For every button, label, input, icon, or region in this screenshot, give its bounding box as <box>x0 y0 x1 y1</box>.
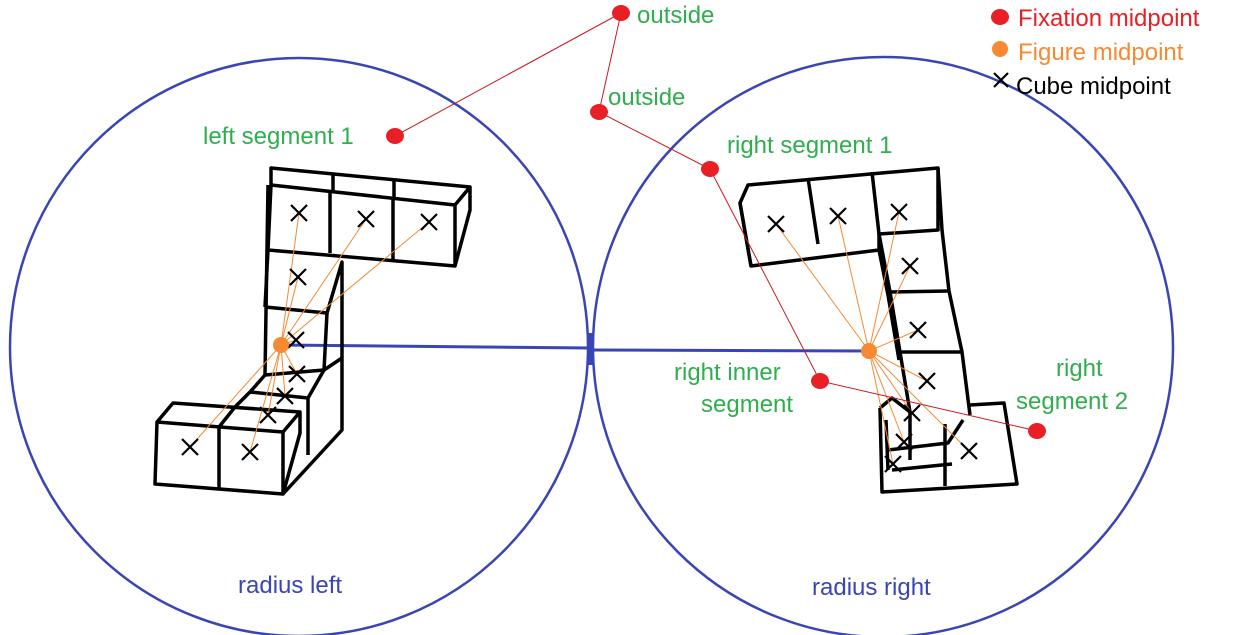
cube-midpoint-marker <box>901 257 919 275</box>
cube-midpoint-marker <box>884 455 902 473</box>
cube-midpoint-marker <box>829 207 847 225</box>
cube-midpoint-marker <box>259 406 277 424</box>
cube-midpoint-marker <box>903 404 921 422</box>
left-radius-line <box>280 343 591 350</box>
fixation-outside-top <box>612 5 630 21</box>
fixation-right-inner-segment <box>811 373 829 389</box>
cube-midpoint-marker <box>960 442 978 460</box>
orange-dot-icon <box>992 41 1008 57</box>
label-outside-top: outside <box>637 2 714 29</box>
label-radius-left: radius left <box>238 572 342 599</box>
cube-midpoint-marker <box>420 213 438 231</box>
legend-cube: Cube midpoint <box>1016 73 1171 100</box>
left-spokes <box>189 212 430 453</box>
cube-midpoint-marker <box>289 268 307 286</box>
cube-midpoint-marker <box>181 438 199 456</box>
label-right-segment-2-2: segment 2 <box>1016 388 1128 415</box>
cube-midpoint-marker <box>288 365 306 383</box>
cube-midpoint-marker <box>909 321 927 339</box>
legend-fixation: Fixation midpoint <box>1018 5 1200 32</box>
cube-midpoint-marker <box>767 215 785 233</box>
cube-midpoint-marker <box>918 372 936 390</box>
right-radius-line <box>589 348 870 353</box>
fixation-left-segment-1 <box>386 128 404 144</box>
cube-midpoint-marker <box>357 210 375 228</box>
cube-midpoint-marker <box>890 203 908 221</box>
left-cube-figure <box>153 166 472 496</box>
label-right-segment-1: right segment 1 <box>727 132 892 159</box>
legend: Fixation midpoint Figure midpoint Cube m… <box>991 5 1200 100</box>
fixation-right-segment-1 <box>701 161 719 177</box>
cube-midpoint-marker <box>287 331 305 349</box>
cube-midpoint-marker <box>276 387 294 405</box>
red-dot-icon <box>991 9 1009 25</box>
right-cube-midpoints <box>767 203 978 473</box>
label-right-segment-2-1: right <box>1056 355 1103 382</box>
scanpath <box>394 12 1038 432</box>
cube-midpoint-marker <box>895 433 913 451</box>
label-right-inner-segment-1: right inner <box>674 359 781 386</box>
radius-circles <box>8 55 1175 635</box>
circle-junction-mark <box>587 333 593 365</box>
x-mark-icon <box>993 72 1009 88</box>
fixation-outside-mid <box>590 104 608 120</box>
legend-figure: Figure midpoint <box>1018 39 1184 66</box>
label-outside-mid: outside <box>608 84 685 111</box>
fixation-points <box>386 5 1046 439</box>
label-left-segment-1: left segment 1 <box>203 123 354 150</box>
left-cube-midpoints <box>181 204 438 461</box>
label-radius-right: radius right <box>812 574 931 601</box>
labels: outside outside left segment 1 right seg… <box>203 2 1128 601</box>
label-right-inner-segment-2: segment <box>701 391 793 418</box>
figure-midpoints <box>273 337 877 359</box>
cube-midpoint-marker <box>241 443 259 461</box>
right-cube-figure <box>738 166 1019 494</box>
cube-midpoint-marker <box>290 204 308 222</box>
right-figure-midpoint <box>861 343 877 359</box>
left-figure-midpoint <box>273 337 289 353</box>
fixation-right-segment-2 <box>1028 423 1046 439</box>
